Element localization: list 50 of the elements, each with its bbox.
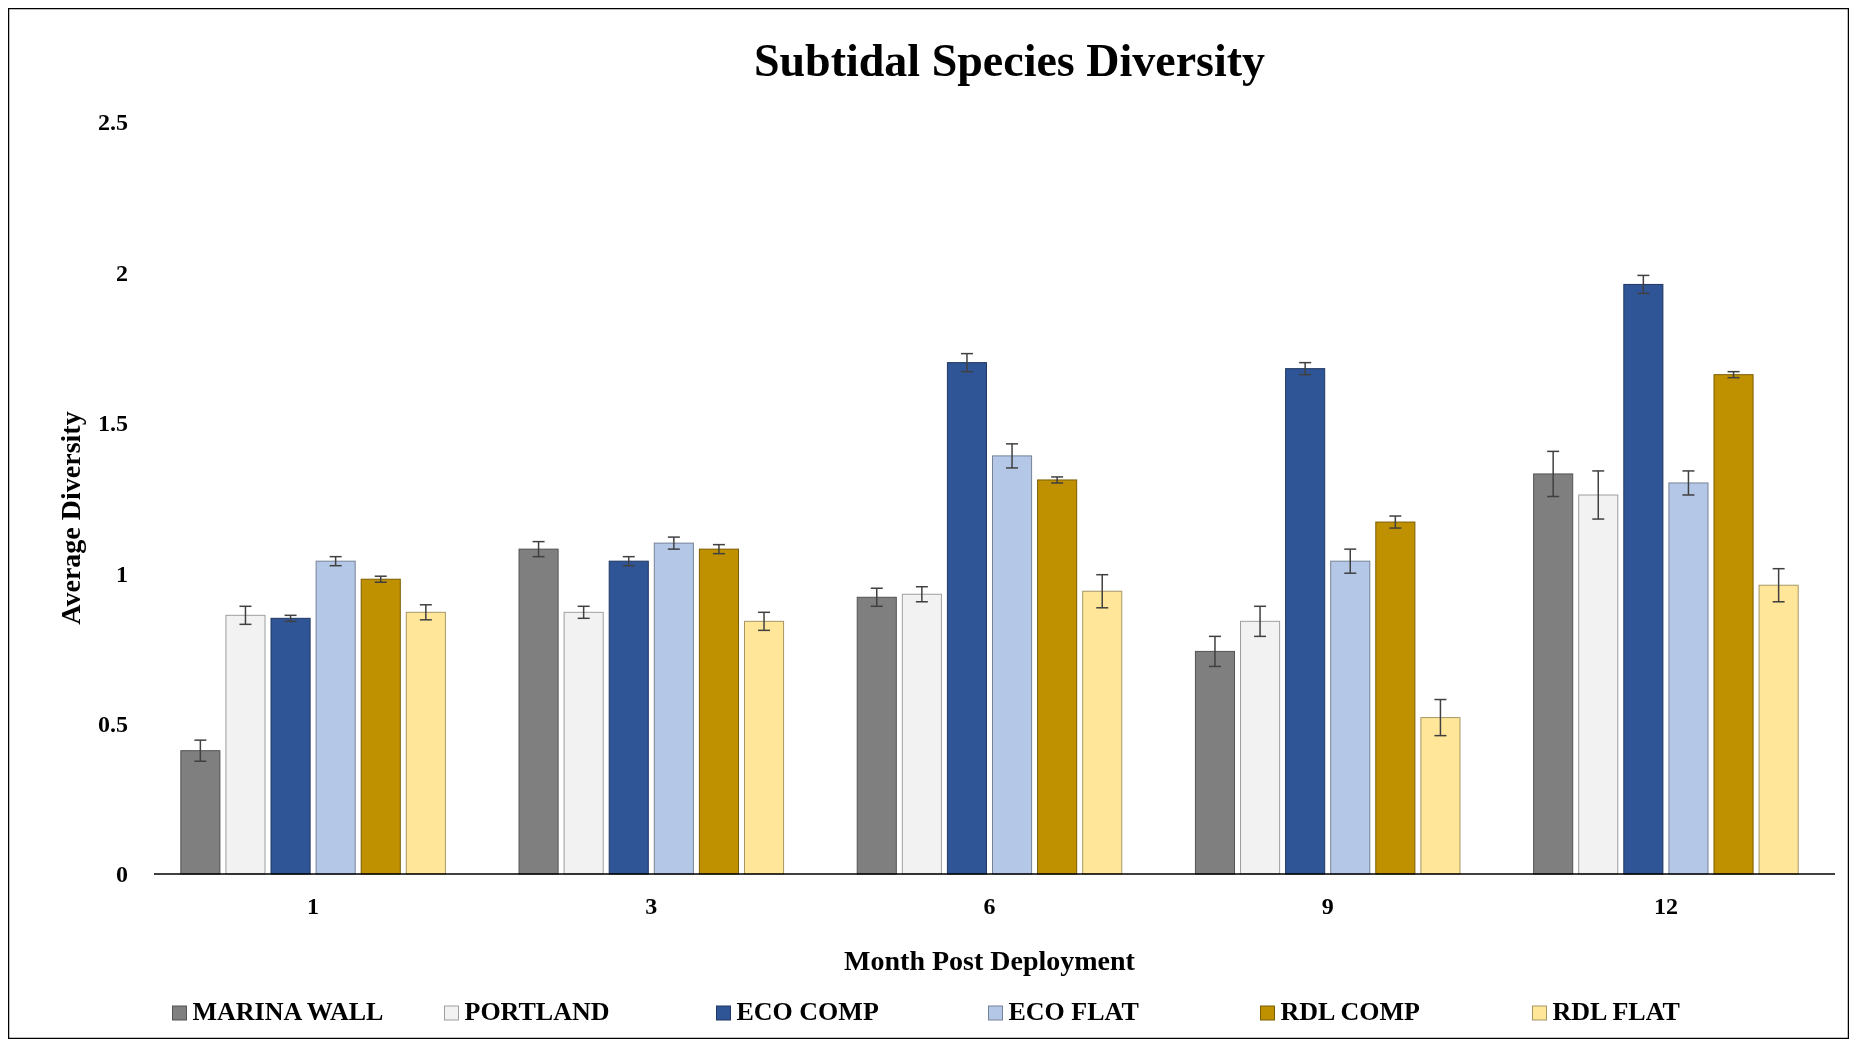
bar <box>1578 494 1619 875</box>
bar <box>901 593 942 875</box>
y-tick-label: 0.5 <box>98 711 128 737</box>
bar <box>180 750 221 875</box>
y-tick-label: 2.5 <box>98 109 128 136</box>
x-tick-label: 3 <box>645 893 658 919</box>
y-tick-label: 1 <box>116 560 128 587</box>
legend-label: PORTLAND <box>464 997 610 1026</box>
bar <box>1668 482 1709 875</box>
chart-title: Subtidal Species Diversity <box>753 35 1266 86</box>
bar <box>1420 717 1461 875</box>
bar <box>1037 479 1078 875</box>
bar <box>315 560 356 875</box>
x-tick-label: 6 <box>983 893 996 919</box>
bar <box>1285 368 1326 875</box>
x-axis-title: Month Post Deployment <box>844 945 1136 976</box>
legend-label: MARINA WALL <box>192 997 384 1026</box>
bar <box>1713 374 1754 875</box>
y-tick-label: 1.5 <box>98 410 128 437</box>
bar <box>360 578 401 875</box>
bar <box>1758 584 1799 875</box>
bar <box>608 560 649 875</box>
bar <box>225 614 266 875</box>
y-tick-label: 0 <box>116 861 128 888</box>
bar <box>1082 590 1123 875</box>
legend-label: ECO COMP <box>736 997 879 1026</box>
bar <box>1330 560 1371 875</box>
bar <box>946 362 987 875</box>
legend-label: RDL FLAT <box>1552 997 1680 1026</box>
x-tick-label: 12 <box>1653 893 1678 919</box>
bar <box>405 611 446 875</box>
legend-label: RDL COMP <box>1280 997 1420 1026</box>
y-axis-title: Average Diversity <box>55 411 86 625</box>
bar <box>563 611 604 875</box>
y-tick-label: 2 <box>116 259 128 286</box>
x-tick-label: 9 <box>1321 893 1334 919</box>
bar <box>270 617 311 875</box>
bar <box>1240 620 1281 875</box>
bar <box>1623 283 1664 875</box>
bar <box>653 542 694 875</box>
bar <box>1375 521 1416 875</box>
bar <box>856 596 897 875</box>
bar <box>1194 650 1236 875</box>
legend-label: ECO FLAT <box>1008 997 1139 1026</box>
bar <box>698 548 739 875</box>
bar <box>992 455 1033 875</box>
bar <box>518 548 559 875</box>
bar <box>1533 473 1574 875</box>
x-tick-label: 1 <box>307 893 320 919</box>
bar <box>743 620 785 875</box>
